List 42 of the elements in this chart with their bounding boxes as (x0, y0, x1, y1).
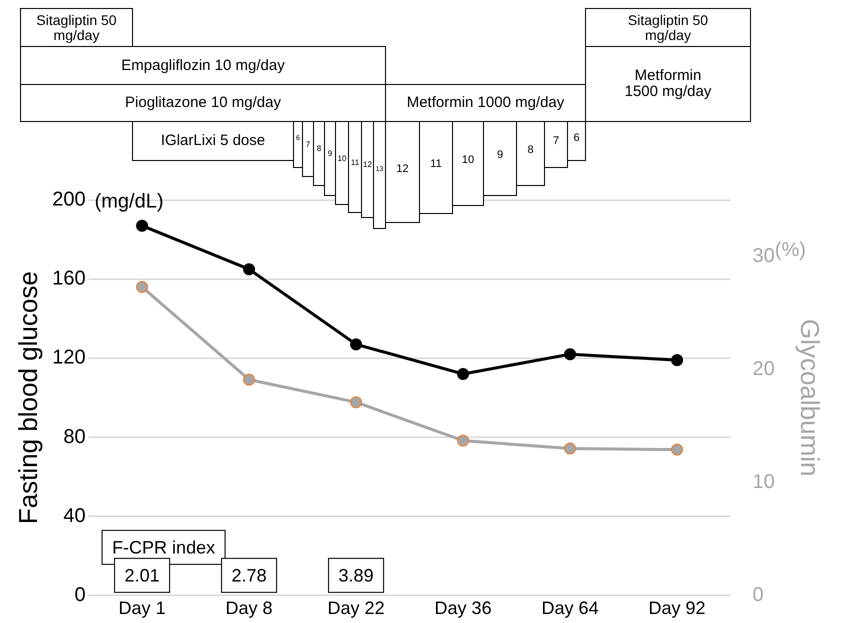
treatment-box: Sitagliptin 50 mg/day (20, 8, 133, 47)
annotation: (mg/dL) (94, 190, 164, 213)
y-tick-label: 80 (63, 426, 86, 448)
y-tick-label: 160 (52, 268, 86, 290)
treatment-box: Metformin 1500 mg/day (585, 46, 751, 122)
annotation: 2.78 (232, 565, 267, 586)
treatment-box: IGlarLixi 5 dose (132, 121, 294, 161)
point (457, 368, 470, 380)
annotation: F-CPR index (112, 537, 216, 558)
annotation: 3.89 (338, 565, 374, 586)
x-tick-label: Day 1 (118, 598, 166, 618)
treatment-box: Empagliflozin 10 mg/day (20, 46, 386, 85)
y2-axis-title: Glycoalbumin (795, 318, 826, 476)
x-tick-label: Day 22 (328, 598, 385, 618)
point (564, 348, 576, 360)
point (136, 220, 148, 232)
point (243, 374, 256, 386)
point (136, 280, 148, 293)
y-axis-title: Fasting blood glucose (12, 271, 43, 524)
x-tick-label: Day 64 (542, 598, 599, 618)
y-tick-label: 120 (52, 346, 86, 369)
y2-tick-label: 20 (752, 358, 775, 380)
point (457, 434, 470, 447)
y-tick-label: 40 (63, 504, 86, 527)
y2-tick-label: 0 (752, 584, 764, 606)
y-tick-label: 0 (74, 584, 86, 606)
x-tick-label: Day 36 (434, 598, 492, 618)
point (564, 442, 576, 455)
y2-tick-label: 30 (752, 245, 775, 267)
treatment-box: Sitagliptin 50 mg/day (585, 8, 751, 47)
point (671, 444, 684, 456)
x-tick-label: Day 8 (226, 598, 273, 618)
y2-tick-label: 10 (752, 470, 775, 493)
y-tick-label: 200 (52, 188, 86, 211)
annotation: 2.01 (124, 565, 160, 586)
dose-box: 6 (567, 121, 586, 161)
point (350, 338, 362, 350)
x-tick-label: Day 92 (648, 598, 706, 618)
point (350, 396, 362, 408)
text: (%) (774, 239, 806, 261)
point (243, 263, 256, 276)
point (671, 354, 684, 366)
